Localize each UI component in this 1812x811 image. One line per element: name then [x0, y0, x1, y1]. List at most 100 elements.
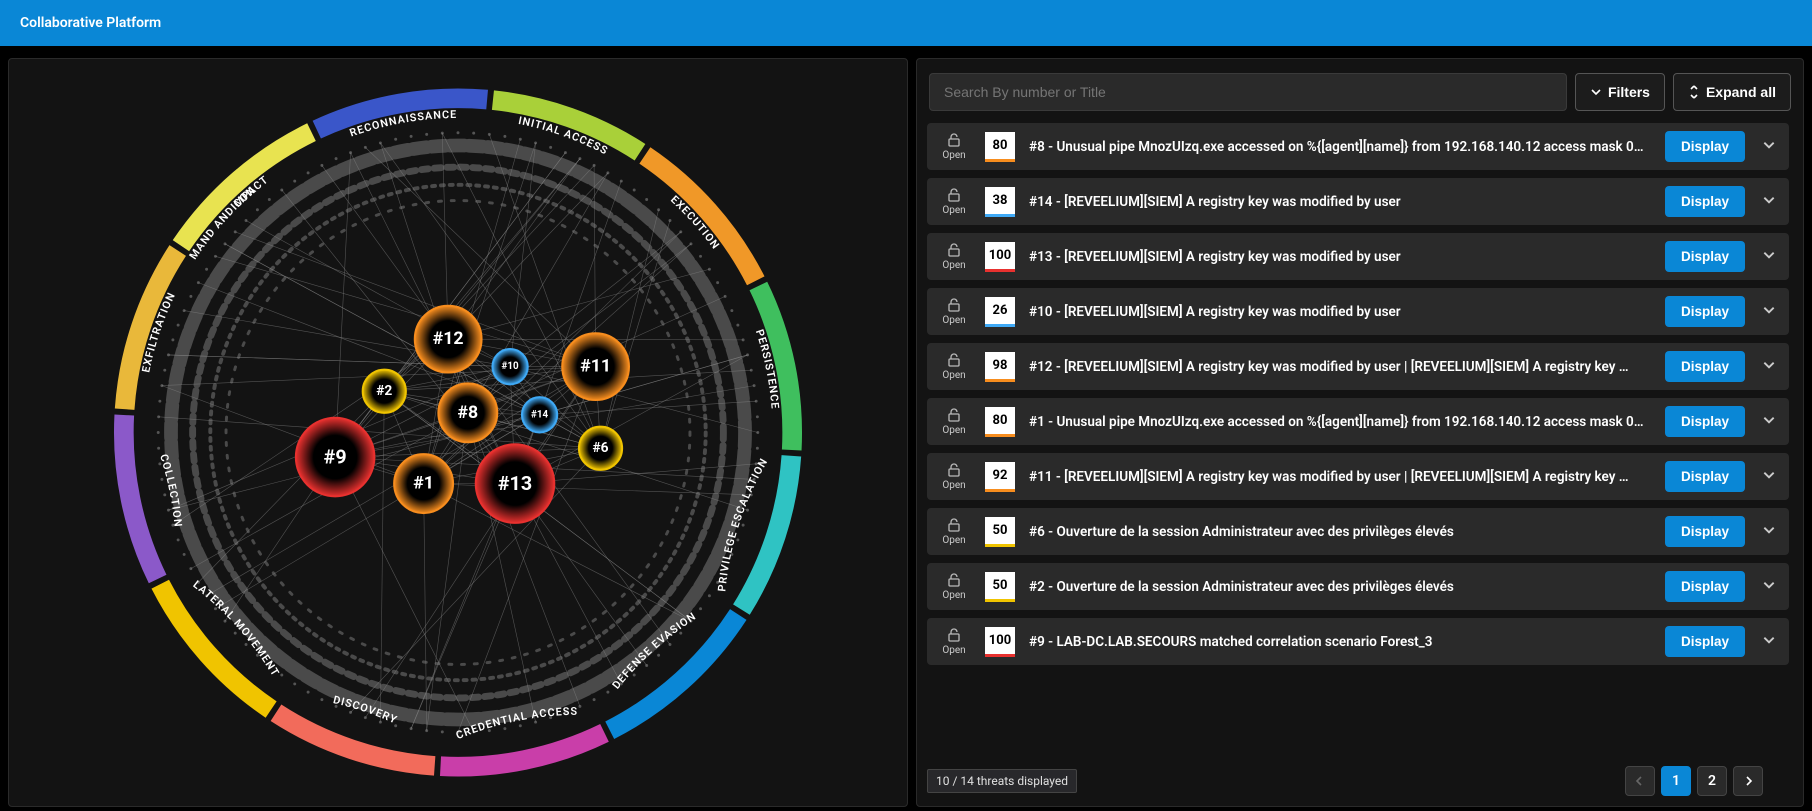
display-button[interactable]: Display	[1665, 461, 1745, 492]
threat-graph[interactable]: RECONNAISSANCEINITIAL ACCESSEXECUTIONPER…	[9, 59, 907, 806]
threat-row[interactable]: Open 50 #6 - Ouverture de la session Adm…	[927, 508, 1789, 555]
status-label: Open	[942, 205, 965, 216]
score-badge: 98	[985, 352, 1015, 382]
status-label: Open	[942, 370, 965, 381]
display-button[interactable]: Display	[1665, 626, 1745, 657]
status-label: Open	[942, 480, 965, 491]
status-label: Open	[942, 645, 965, 656]
threat-row[interactable]: Open 80 #1 - Unusual pipe MnozUIzq.exe a…	[927, 398, 1789, 445]
expand-row[interactable]	[1759, 522, 1779, 541]
pager-info: 10 / 14 threats displayed	[927, 769, 1077, 793]
chevron-down-icon	[1762, 303, 1776, 317]
graph-node-label: #2	[376, 383, 392, 399]
threat-title: #14 - [REVEELIUM][SIEM] A registry key w…	[1029, 194, 1651, 210]
threat-row[interactable]: Open 26 #10 - [REVEELIUM][SIEM] A regist…	[927, 288, 1789, 335]
expand-all-label: Expand all	[1706, 84, 1776, 100]
score-badge: 50	[985, 517, 1015, 547]
score-badge: 100	[985, 627, 1015, 657]
score-badge: 100	[985, 242, 1015, 272]
chevron-down-icon	[1762, 193, 1776, 207]
expand-row[interactable]	[1759, 632, 1779, 651]
score-badge: 80	[985, 407, 1015, 437]
status-col: Open	[937, 187, 971, 216]
threat-row[interactable]: Open 92 #11 - [REVEELIUM][SIEM] A regist…	[927, 453, 1789, 500]
threat-title: #6 - Ouverture de la session Administrat…	[1029, 524, 1651, 540]
display-button[interactable]: Display	[1665, 241, 1745, 272]
pager-page[interactable]: 2	[1697, 766, 1727, 796]
search-input[interactable]	[929, 73, 1567, 111]
unlock-icon	[946, 352, 962, 368]
status-label: Open	[942, 425, 965, 436]
pager-page[interactable]: 1	[1661, 766, 1691, 796]
display-button[interactable]: Display	[1665, 186, 1745, 217]
threat-title: #2 - Ouverture de la session Administrat…	[1029, 579, 1651, 595]
expand-row[interactable]	[1759, 357, 1779, 376]
svg-text:COMMAND AND CONTROL: COMMAND AND CONTROL	[10, 59, 258, 262]
graph-node-label: #8	[458, 403, 479, 423]
chevron-down-icon	[1762, 138, 1776, 152]
unlock-icon	[946, 242, 962, 258]
threat-row[interactable]: Open 100 #13 - [REVEELIUM][SIEM] A regis…	[927, 233, 1789, 280]
graph-node-label: #12	[433, 329, 464, 349]
expand-row[interactable]	[1759, 302, 1779, 321]
display-button[interactable]: Display	[1665, 406, 1745, 437]
threat-row[interactable]: Open 98 #12 - [REVEELIUM][SIEM] A regist…	[927, 343, 1789, 390]
filters-button[interactable]: Filters	[1575, 73, 1665, 111]
score-badge: 38	[985, 187, 1015, 217]
chevron-right-icon	[1743, 776, 1753, 786]
graph-node-label: #14	[531, 409, 548, 420]
pager: 12	[1625, 766, 1763, 796]
display-button[interactable]: Display	[1665, 516, 1745, 547]
graph-node-label: #11	[580, 357, 611, 377]
threat-row[interactable]: Open 100 #9 - LAB-DC.LAB.SECOURS matched…	[927, 618, 1789, 665]
expand-row[interactable]	[1759, 412, 1779, 431]
status-col: Open	[937, 352, 971, 381]
unlock-icon	[946, 462, 962, 478]
threat-title: #12 - [REVEELIUM][SIEM] A registry key w…	[1029, 359, 1651, 375]
display-button[interactable]: Display	[1665, 296, 1745, 327]
status-col: Open	[937, 242, 971, 271]
chevron-down-icon	[1762, 523, 1776, 537]
threat-list: Open 80 #8 - Unusual pipe MnozUIzq.exe a…	[927, 123, 1793, 756]
status-col: Open	[937, 627, 971, 656]
display-button[interactable]: Display	[1665, 571, 1745, 602]
score-badge: 26	[985, 297, 1015, 327]
unlock-icon	[946, 572, 962, 588]
expand-row[interactable]	[1759, 467, 1779, 486]
unlock-icon	[946, 627, 962, 643]
expand-row[interactable]	[1759, 137, 1779, 156]
unlock-icon	[946, 407, 962, 423]
graph-node-label: #10	[502, 361, 519, 372]
pager-prev[interactable]	[1625, 766, 1655, 796]
chevron-down-icon	[1590, 86, 1602, 98]
expand-row[interactable]	[1759, 577, 1779, 596]
threat-row[interactable]: Open 80 #8 - Unusual pipe MnozUIzq.exe a…	[927, 123, 1789, 170]
chevron-down-icon	[1762, 358, 1776, 372]
display-button[interactable]: Display	[1665, 131, 1745, 162]
threat-row[interactable]: Open 38 #14 - [REVEELIUM][SIEM] A regist…	[927, 178, 1789, 225]
score-badge: 92	[985, 462, 1015, 492]
score-badge: 80	[985, 132, 1015, 162]
threat-title: #13 - [REVEELIUM][SIEM] A registry key w…	[1029, 249, 1651, 265]
threat-panel: Filters Expand all Open 80 #8 - Unusual …	[916, 58, 1804, 807]
chevron-down-icon	[1762, 578, 1776, 592]
expand-row[interactable]	[1759, 247, 1779, 266]
pager-next[interactable]	[1733, 766, 1763, 796]
status-label: Open	[942, 535, 965, 546]
graph-node-label: #9	[324, 446, 347, 469]
chevron-down-icon	[1762, 468, 1776, 482]
threat-title: #11 - [REVEELIUM][SIEM] A registry key w…	[1029, 469, 1651, 485]
expand-all-button[interactable]: Expand all	[1673, 73, 1791, 111]
chevron-down-icon	[1762, 248, 1776, 262]
expand-row[interactable]	[1759, 192, 1779, 211]
status-col: Open	[937, 407, 971, 436]
threat-title: #9 - LAB-DC.LAB.SECOURS matched correlat…	[1029, 634, 1651, 650]
chevron-down-icon	[1762, 633, 1776, 647]
threat-title: #1 - Unusual pipe MnozUIzq.exe accessed …	[1029, 414, 1651, 430]
graph-node-label: #13	[498, 472, 532, 495]
threat-row[interactable]: Open 50 #2 - Ouverture de la session Adm…	[927, 563, 1789, 610]
display-button[interactable]: Display	[1665, 351, 1745, 382]
status-col: Open	[937, 572, 971, 601]
threat-title: #8 - Unusual pipe MnozUIzq.exe accessed …	[1029, 139, 1651, 155]
status-col: Open	[937, 297, 971, 326]
